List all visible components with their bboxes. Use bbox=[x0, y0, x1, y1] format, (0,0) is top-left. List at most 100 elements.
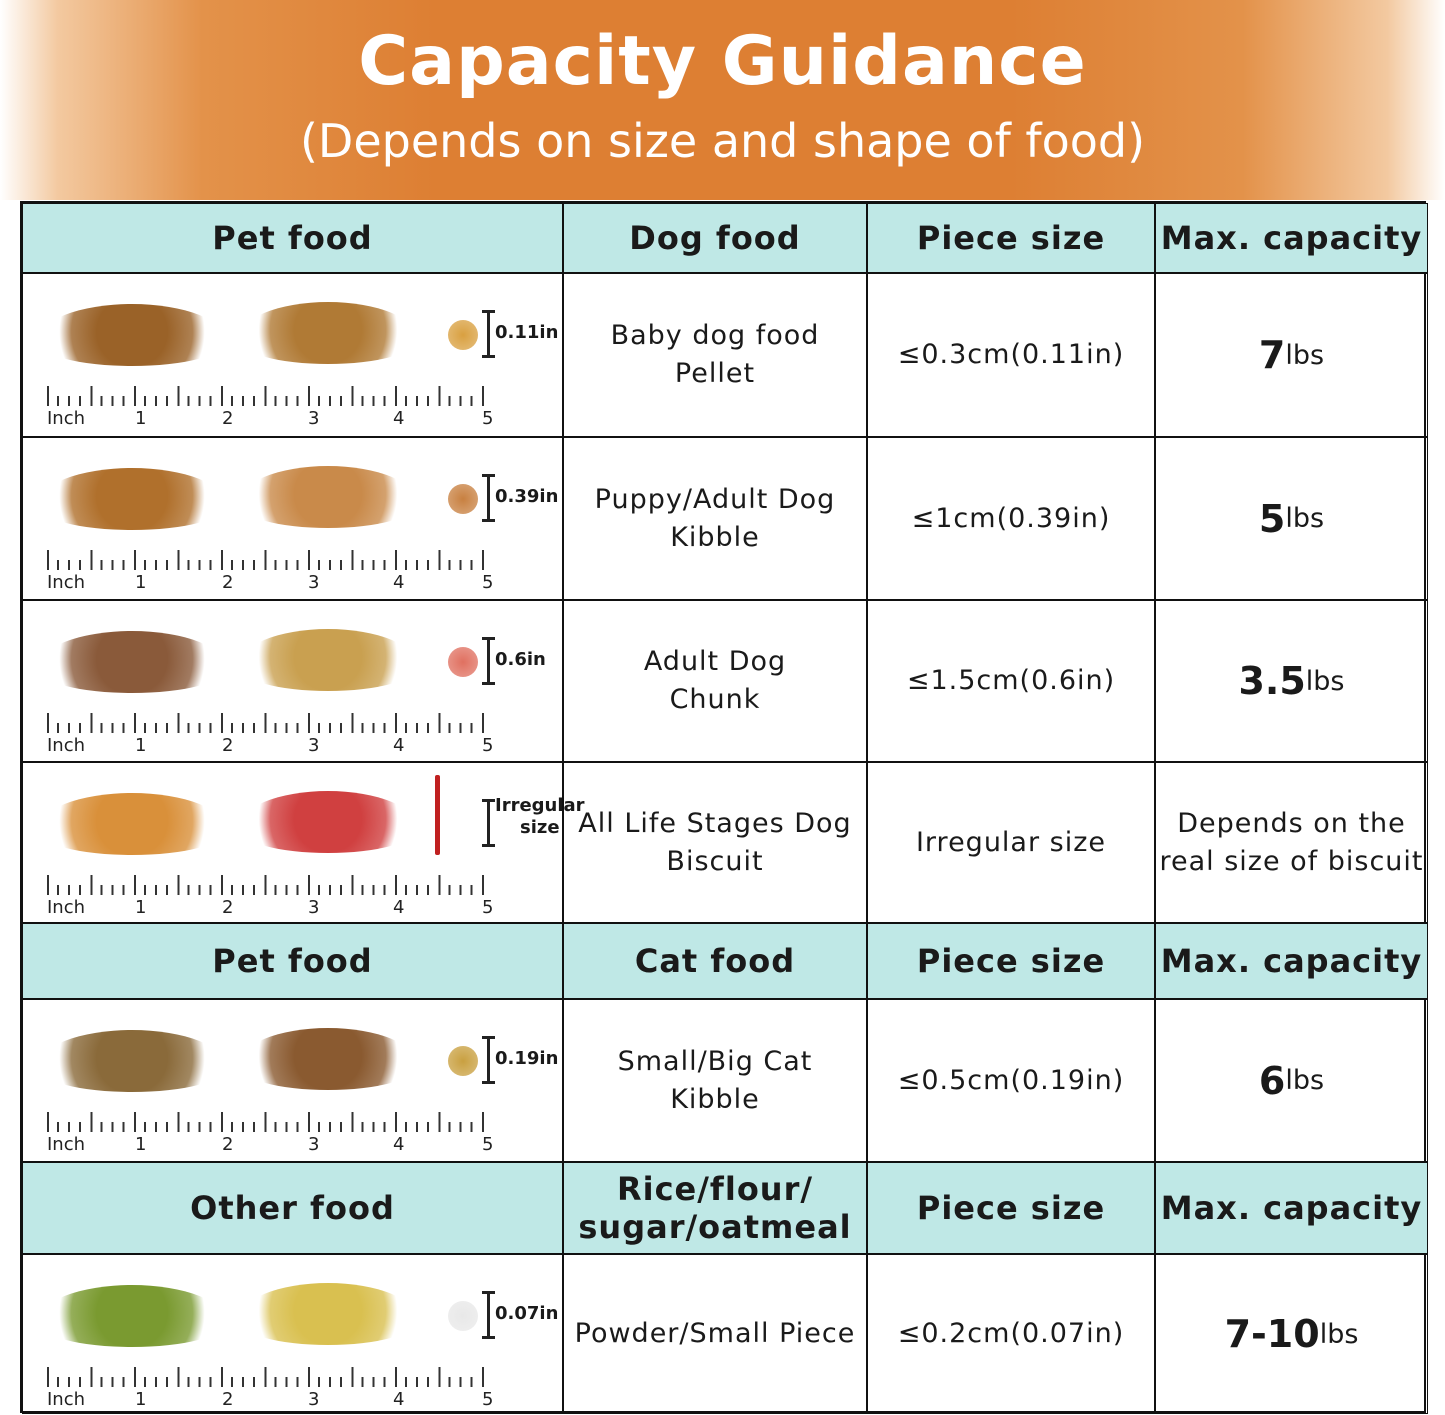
food-type-cell: Baby dog food Pellet bbox=[563, 273, 867, 437]
piece-size-cell: ≤1.5cm(0.6in) bbox=[867, 600, 1155, 762]
food-image-cell: Irregular size Inch 1 2 3 4 5 bbox=[22, 762, 585, 923]
food-image-cell: 0.6in Inch 1 2 3 4 5 bbox=[22, 600, 563, 762]
ruler-tick-label: 1 bbox=[135, 1134, 147, 1155]
piece-size-label: Irregular size bbox=[495, 795, 585, 838]
ruler-tick-label: 5 bbox=[482, 408, 494, 429]
ruler-tick-label: 1 bbox=[135, 408, 147, 429]
size-indicator-icon bbox=[482, 310, 495, 358]
food-pile-image bbox=[37, 304, 227, 366]
ruler-tick-label: 4 bbox=[393, 1389, 405, 1410]
size-indicator-icon bbox=[482, 1036, 495, 1084]
ruler-tick-label: 2 bbox=[222, 1134, 234, 1155]
ruler-tick-label: 4 bbox=[393, 735, 405, 756]
food-pile-image bbox=[37, 631, 227, 693]
capacity-value: 6 bbox=[1258, 1058, 1286, 1103]
food-piece-image bbox=[435, 775, 440, 855]
ruler-tick-label: 4 bbox=[393, 1134, 405, 1155]
capacity-unit: lbs bbox=[1319, 1318, 1359, 1350]
table-header-cell: Other food bbox=[22, 1162, 563, 1254]
capacity-table: Pet food Dog food Piece size Max. capacity 0… bbox=[20, 201, 1428, 1414]
ruler-tick-label: 1 bbox=[135, 572, 147, 593]
food-type-cell: Powder/Small Piece bbox=[563, 1254, 867, 1414]
ruler-tick-label: 3 bbox=[308, 408, 320, 429]
ruler-unit-label: Inch bbox=[47, 1389, 86, 1410]
inch-ruler bbox=[47, 1367, 487, 1387]
table-header-cell: Piece size bbox=[867, 1162, 1155, 1254]
table-header-cell: Max. capacity bbox=[1155, 203, 1428, 273]
capacity-unit: lbs bbox=[1285, 503, 1325, 534]
piece-size-cell: ≤0.3cm(0.11in) bbox=[867, 273, 1155, 437]
food-type-cell: Adult Dog Chunk bbox=[563, 600, 867, 762]
food-pile-image bbox=[37, 1285, 227, 1347]
food-pile-image bbox=[238, 629, 418, 691]
food-piece-image bbox=[448, 320, 478, 350]
food-pile-image bbox=[37, 793, 227, 855]
inch-ruler bbox=[47, 875, 487, 895]
table-header-cell: Pet food bbox=[22, 203, 563, 273]
max-capacity-cell: 7 lbs bbox=[1155, 273, 1428, 437]
food-piece-image bbox=[448, 1301, 478, 1331]
ruler-tick-label: 2 bbox=[222, 735, 234, 756]
ruler-tick-label: 5 bbox=[482, 735, 494, 756]
table-header-cell: Max. capacity bbox=[1155, 1162, 1428, 1254]
table-header-cell: Rice/flour/ sugar/oatmeal bbox=[563, 1162, 867, 1254]
inch-ruler bbox=[47, 713, 487, 733]
piece-size-label: 0.39in bbox=[495, 486, 559, 507]
ruler-unit-label: Inch bbox=[47, 1134, 86, 1155]
size-indicator-icon bbox=[482, 474, 495, 522]
food-piece-image bbox=[448, 1046, 478, 1076]
food-piece-image bbox=[448, 647, 478, 677]
piece-size-cell: ≤0.2cm(0.07in) bbox=[867, 1254, 1155, 1414]
capacity-unit: lbs bbox=[1285, 339, 1325, 371]
page-subtitle: (Depends on size and shape of food) bbox=[299, 114, 1146, 168]
food-image-cell: 0.39in Inch 1 2 3 4 5 bbox=[22, 437, 563, 600]
table-header-cell: Max. capacity bbox=[1155, 923, 1428, 999]
capacity-unit: lbs bbox=[1285, 1065, 1325, 1096]
ruler-tick-label: 5 bbox=[482, 1389, 494, 1410]
piece-size-label: 0.6in bbox=[495, 649, 546, 670]
ruler-tick-label: 5 bbox=[482, 1134, 494, 1155]
ruler-tick-label: 5 bbox=[482, 897, 494, 918]
ruler-tick-label: 4 bbox=[393, 572, 405, 593]
food-image-cell: 0.11in Inch 1 2 3 4 5 bbox=[22, 273, 563, 437]
ruler-tick-label: 2 bbox=[222, 572, 234, 593]
food-pile-image bbox=[238, 466, 418, 528]
piece-size-label: 0.11in bbox=[495, 322, 559, 343]
ruler-tick-label: 2 bbox=[222, 897, 234, 918]
ruler-tick-label: 4 bbox=[393, 897, 405, 918]
capacity-value: 7 bbox=[1258, 333, 1286, 377]
food-image-cell: 0.07in Inch 1 2 3 4 5 bbox=[22, 1254, 563, 1414]
inch-ruler bbox=[47, 550, 487, 570]
piece-size-cell: ≤1cm(0.39in) bbox=[867, 437, 1155, 600]
table-header-cell: Pet food bbox=[22, 923, 563, 999]
size-indicator-icon bbox=[482, 799, 495, 847]
ruler-tick-label: 4 bbox=[393, 408, 405, 429]
size-indicator-icon bbox=[482, 1291, 495, 1339]
food-pile-image bbox=[37, 1030, 227, 1092]
max-capacity-cell: 3.5 lbs bbox=[1155, 600, 1428, 762]
ruler-tick-label: 3 bbox=[308, 1389, 320, 1410]
ruler-tick-label: 1 bbox=[135, 735, 147, 756]
piece-size-cell: Irregular size bbox=[867, 762, 1155, 923]
capacity-value: 7-10 bbox=[1224, 1312, 1320, 1356]
ruler-tick-label: 2 bbox=[222, 408, 234, 429]
food-piece-image bbox=[448, 484, 478, 514]
inch-ruler bbox=[47, 386, 487, 406]
table-header-cell: Piece size bbox=[867, 923, 1155, 999]
ruler-unit-label: Inch bbox=[47, 572, 86, 593]
capacity-value: 3.5 bbox=[1238, 659, 1306, 703]
food-pile-image bbox=[37, 468, 227, 530]
food-type-cell: Small/Big Cat Kibble bbox=[563, 999, 867, 1162]
table-header-cell: Cat food bbox=[563, 923, 867, 999]
ruler-tick-label: 1 bbox=[135, 897, 147, 918]
piece-size-label: 0.19in bbox=[495, 1048, 559, 1069]
capacity-unit: lbs bbox=[1305, 665, 1345, 697]
food-pile-image bbox=[238, 791, 418, 853]
page-title: Capacity Guidance bbox=[358, 22, 1087, 101]
ruler-tick-label: 1 bbox=[135, 1389, 147, 1410]
ruler-unit-label: Inch bbox=[47, 408, 86, 429]
ruler-tick-label: 3 bbox=[308, 897, 320, 918]
table-header-cell: Piece size bbox=[867, 203, 1155, 273]
ruler-unit-label: Inch bbox=[47, 735, 86, 756]
max-capacity-cell: 7-10 lbs bbox=[1155, 1254, 1428, 1414]
